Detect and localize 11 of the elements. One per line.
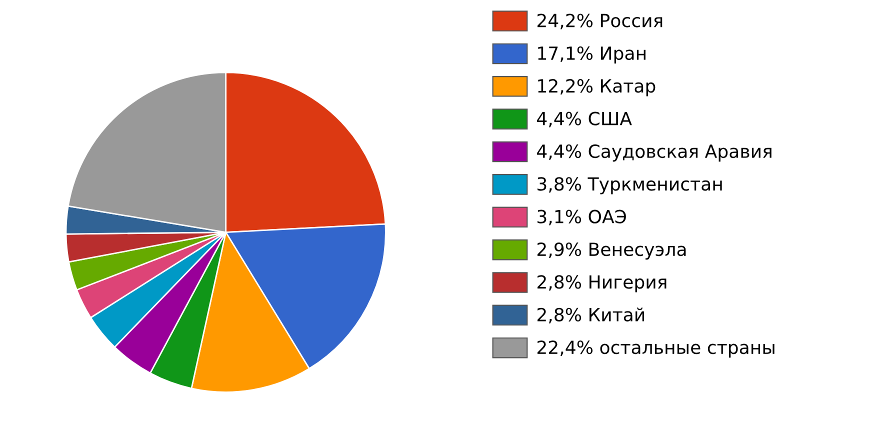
- legend-label: 4,4% Саудовская Аравия: [537, 144, 772, 162]
- legend-label: 22,4% остальные страны: [537, 340, 774, 358]
- legend-label: 17,1% Иран: [538, 46, 646, 64]
- legend-label: 3,8% Туркменистан: [538, 177, 722, 194]
- legend-label: 24,2% Россия: [537, 14, 662, 30]
- legend-label: 3,1% ОАЭ: [538, 210, 626, 226]
- legend-label: 12,2% Катар: [538, 79, 656, 96]
- legend-label: 2,8% Нигерия: [537, 275, 666, 292]
- legend-label: 2,8% Китай: [537, 308, 644, 324]
- legend-label: 4,4% США: [537, 112, 632, 128]
- legend-label: 2,9% Венесуэла: [537, 242, 686, 260]
